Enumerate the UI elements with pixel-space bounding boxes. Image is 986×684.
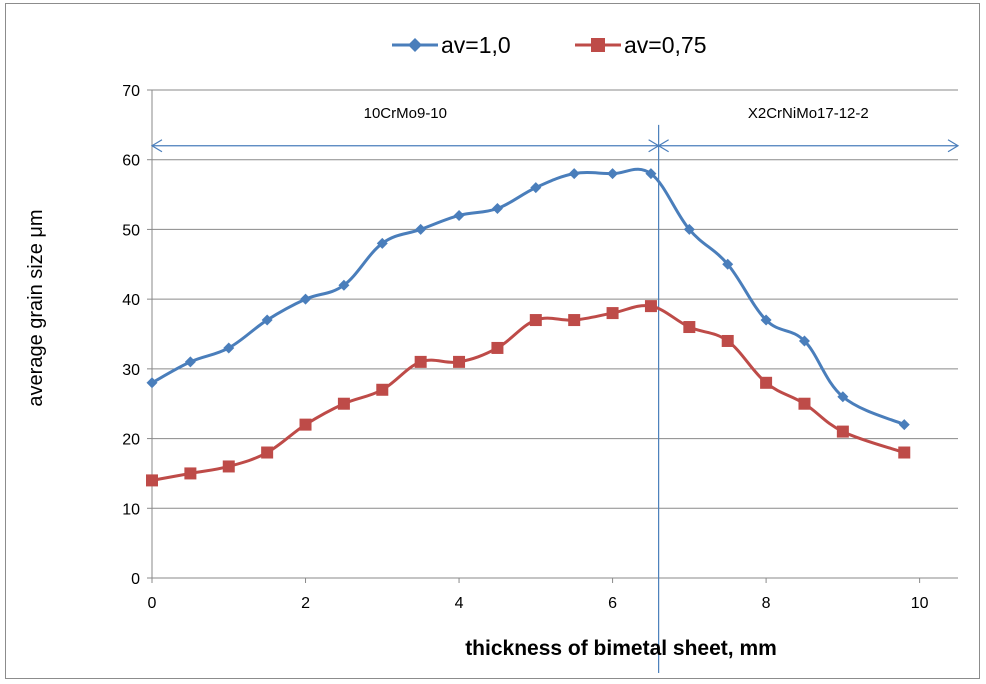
right-region-label: X2CrNiMo17-12-2: [748, 105, 869, 122]
data-point-square: [644, 300, 657, 313]
data-point-square: [721, 334, 734, 347]
legend-marker-diamond: [408, 38, 422, 52]
y-tick-label: 10: [122, 501, 140, 518]
data-point-diamond: [261, 314, 273, 326]
data-point-diamond: [453, 209, 465, 221]
data-point-square: [337, 397, 350, 410]
data-point-diamond: [607, 168, 619, 180]
y-tick-label: 40: [122, 292, 140, 309]
data-point-diamond: [683, 223, 695, 235]
axes: [147, 89, 958, 583]
data-point-diamond: [568, 168, 580, 180]
data-point-square: [898, 446, 911, 459]
data-point-square: [836, 425, 849, 438]
data-point-square: [376, 383, 389, 396]
data-point-square: [606, 307, 619, 320]
grid-lines: [152, 89, 958, 509]
data-point-square: [453, 355, 466, 368]
data-point-diamond: [645, 168, 657, 180]
data-point-square: [798, 397, 811, 410]
data-point-diamond: [722, 258, 734, 270]
region-annotations: 10CrMo9-10 X2CrNiMo17-12-2: [150, 105, 960, 673]
x-tick-labels: 0 2 4 6 8 10: [148, 595, 929, 612]
legend-label-av-1-0: av=1,0: [441, 32, 511, 58]
data-point-diamond: [223, 342, 235, 354]
data-point-diamond: [491, 203, 503, 215]
y-tick-label: 50: [122, 222, 140, 239]
data-point-square: [299, 418, 312, 431]
data-point-square: [414, 355, 427, 368]
y-tick-label: 30: [122, 362, 140, 379]
data-point-diamond: [184, 356, 196, 368]
data-point-diamond: [146, 377, 158, 389]
data-point-square: [184, 467, 197, 480]
data-point-square: [568, 314, 581, 327]
data-point-diamond: [898, 419, 910, 431]
data-point-diamond: [300, 293, 312, 305]
legend: av=1,0 av=0,75: [392, 32, 707, 58]
data-point-square: [146, 474, 158, 487]
x-tick-label: 0: [148, 595, 157, 612]
data-point-diamond: [338, 279, 350, 291]
data-point-diamond: [415, 223, 427, 235]
data-point-square: [491, 341, 504, 354]
y-tick-label: 70: [122, 83, 140, 100]
arrowheads: [150, 139, 960, 153]
y-tick-labels: 0 10 20 30 40 50 60 70: [122, 83, 140, 588]
x-tick-label: 6: [608, 595, 617, 612]
y-tick-label: 60: [122, 153, 140, 170]
data-point-square: [222, 460, 235, 473]
data-point-square: [261, 446, 274, 459]
y-tick-label: 0: [131, 571, 140, 588]
legend-label-av-0-75: av=0,75: [624, 32, 707, 58]
series-group: [146, 167, 911, 487]
x-axis-label: thickness of bimetal sheet, mm: [465, 637, 777, 660]
x-tick-label: 4: [455, 595, 464, 612]
y-tick-label: 20: [122, 432, 140, 449]
data-point-square: [760, 376, 773, 389]
legend-marker-square: [591, 38, 605, 52]
x-tick-label: 8: [762, 595, 771, 612]
left-region-label: 10CrMo9-10: [364, 105, 447, 122]
data-point-diamond: [837, 391, 849, 403]
series-line-1: [151, 167, 905, 427]
x-tick-label: 10: [911, 595, 929, 612]
data-point-square: [529, 314, 542, 327]
data-point-diamond: [798, 335, 810, 347]
data-point-diamond: [376, 237, 388, 249]
x-tick-label: 2: [301, 595, 310, 612]
y-axis-label: average grain size μm: [25, 209, 47, 406]
chart-frame: [5, 3, 980, 679]
data-point-diamond: [530, 182, 542, 194]
data-point-square: [683, 321, 696, 334]
data-point-diamond: [760, 314, 772, 326]
